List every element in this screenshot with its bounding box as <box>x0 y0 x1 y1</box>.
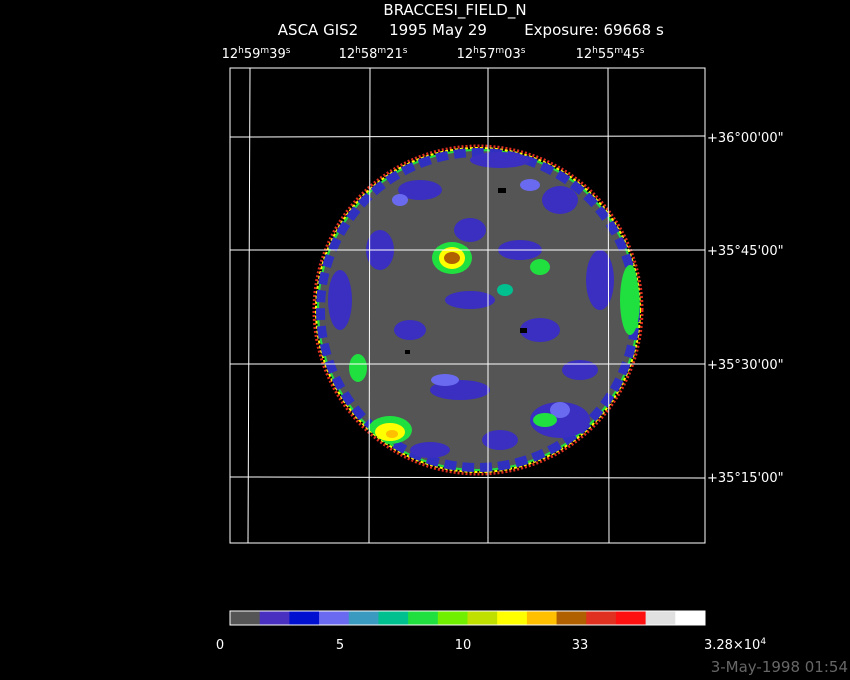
superscript: s <box>286 46 291 56</box>
colorbar-segment <box>230 611 261 625</box>
label-part: 55 <box>598 47 615 62</box>
field-edge <box>312 144 644 476</box>
label-part: 12 <box>576 47 593 62</box>
superscript: h <box>238 46 244 56</box>
label: 0 <box>216 638 224 653</box>
date: 1995 May 29 <box>389 21 487 39</box>
colorbar-segment <box>675 611 706 625</box>
colorbar-segment <box>645 611 676 625</box>
colorbar-segment <box>437 611 468 625</box>
label: 12h59m39s <box>222 46 291 62</box>
superscript: h <box>355 46 361 56</box>
timestamp: 3-May-1998 01:54 <box>711 658 848 676</box>
colorbar-segment <box>497 611 528 625</box>
dec-label: +35°45'00" <box>707 244 784 259</box>
dec-label: +35°30'00" <box>707 358 784 373</box>
title: BRACCESI_FIELD_N <box>383 1 526 20</box>
label-part: 10 <box>455 638 472 653</box>
label-part: 58 <box>361 47 378 62</box>
colorbar-segment <box>408 611 439 625</box>
label-part: 21 <box>386 47 403 62</box>
colorbar-segment <box>289 611 320 625</box>
label: 12h55m45s <box>576 46 645 62</box>
colorbar-segment <box>348 611 379 625</box>
label: 12h58m21s <box>339 46 408 62</box>
superscript: m <box>377 46 386 56</box>
label-part: 12 <box>457 47 474 62</box>
superscript: m <box>495 46 504 56</box>
label-part: 3.28×10 <box>704 638 760 653</box>
dec-label: +36°00'00" <box>707 131 784 146</box>
colorbar-segment <box>259 611 290 625</box>
colorbar-segment <box>526 611 558 625</box>
superscript: m <box>260 46 269 56</box>
superscript: 4 <box>760 637 766 647</box>
label-part: 45 <box>623 47 640 62</box>
superscript: s <box>640 46 645 56</box>
label: 12h57m03s <box>457 46 526 62</box>
label-part: 59 <box>244 47 261 62</box>
label-part: 33 <box>572 638 589 653</box>
colorbar-segment <box>586 611 617 625</box>
colorbar-segment <box>467 611 498 625</box>
colorbar-segment <box>556 611 587 625</box>
label: 5 <box>336 638 344 653</box>
superscript: h <box>592 46 598 56</box>
instrument: ASCA GIS2 <box>278 21 358 39</box>
colorbar-frame <box>229 610 706 626</box>
label-part: 5 <box>336 638 344 653</box>
label-part: 03 <box>504 47 521 62</box>
dec-grid <box>229 135 706 479</box>
label-part: 12 <box>339 47 356 62</box>
label-part: 39 <box>269 47 286 62</box>
frame <box>229 67 706 544</box>
colorbar-segment <box>319 611 350 625</box>
label-part: 12 <box>222 47 239 62</box>
label: 10 <box>455 638 472 653</box>
coordinate-grid <box>229 67 706 544</box>
superscript: s <box>403 46 408 56</box>
image <box>312 144 644 476</box>
colorbar-segment <box>378 611 409 625</box>
label: 33 <box>572 638 589 653</box>
label-part: 57 <box>479 47 496 62</box>
ra-grid <box>247 67 610 544</box>
superscript: s <box>521 46 526 56</box>
exposure: Exposure: 69668 s <box>524 21 664 39</box>
superscript: h <box>473 46 479 56</box>
colorbar-segment <box>615 611 647 625</box>
label-part: 0 <box>216 638 224 653</box>
label: 3.28×104 <box>704 637 766 653</box>
superscript: m <box>614 46 623 56</box>
dec-label: +35°15'00" <box>707 471 784 486</box>
